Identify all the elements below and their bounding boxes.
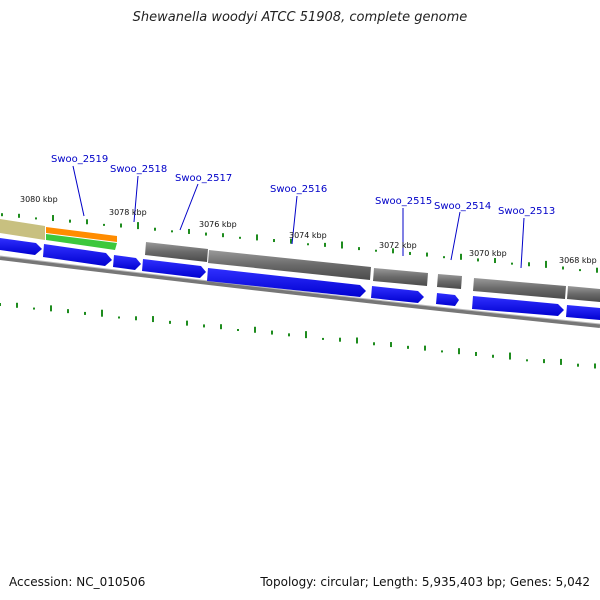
genome-summary: Topology: circular; Length: 5,935,403 bp… (260, 575, 590, 589)
gene-label-leaders (72, 165, 525, 269)
genome-backbone (0, 256, 600, 328)
gene-label-swoo-2513[interactable]: Swoo_2513 (498, 206, 555, 217)
gc-tick-row-top (1, 213, 598, 273)
gene-block-next (567, 286, 600, 302)
cds-arrow (0, 238, 42, 255)
cds-arrow (371, 286, 424, 303)
genome-backbone-highlight (0, 255, 600, 325)
kbp-label: 3078 kbp (109, 208, 147, 217)
cds-arrow (436, 293, 459, 306)
gene-block-swoo-2517 (145, 242, 208, 262)
cds-arrow (207, 268, 366, 297)
kbp-label: 3068 kbp (559, 256, 597, 265)
accession-label: Accession: NC_010506 (9, 575, 146, 589)
gene-label-swoo-2514[interactable]: Swoo_2514 (434, 201, 491, 212)
kbp-label: 3076 kbp (199, 220, 237, 229)
kbp-label: 3070 kbp (469, 249, 507, 258)
cds-arrow (113, 255, 141, 270)
gene-label-swoo-2517[interactable]: Swoo_2517 (175, 173, 232, 184)
orange-feature (46, 227, 117, 242)
gene-label-swoo-2519[interactable]: Swoo_2519 (51, 154, 108, 165)
gene-block-swoo-2514 (437, 274, 462, 289)
gene-block-swoo-2515 (373, 268, 428, 286)
gene-block-swoo-2516 (208, 250, 371, 280)
green-feature (46, 234, 117, 250)
tan-feature (0, 219, 45, 240)
kbp-label: 3072 kbp (379, 241, 417, 250)
map-title: Shewanella woodyi ATCC 51908, complete g… (132, 10, 468, 25)
cds-arrow (43, 244, 112, 266)
kbp-label: 3074 kbp (289, 231, 327, 240)
cds-arrow (566, 305, 600, 320)
gene-label-swoo-2518[interactable]: Swoo_2518 (110, 164, 167, 175)
gene-label-swoo-2515[interactable]: Swoo_2515 (375, 196, 432, 207)
gc-tick-row-bottom (0, 302, 596, 369)
kbp-label: 3080 kbp (20, 195, 58, 204)
cds-arrow (472, 296, 564, 316)
gene-block-swoo-2513 (473, 278, 566, 299)
gene-label-swoo-2516[interactable]: Swoo_2516 (270, 184, 327, 195)
cds-arrow (142, 259, 206, 278)
